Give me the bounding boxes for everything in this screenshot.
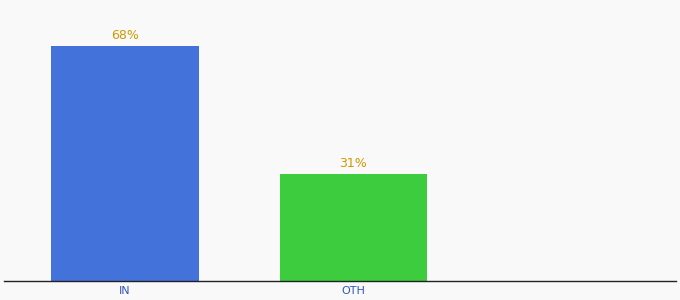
Bar — [51, 46, 199, 281]
Text: 68%: 68% — [111, 29, 139, 42]
Bar — [279, 174, 427, 281]
Text: 31%: 31% — [339, 157, 367, 170]
